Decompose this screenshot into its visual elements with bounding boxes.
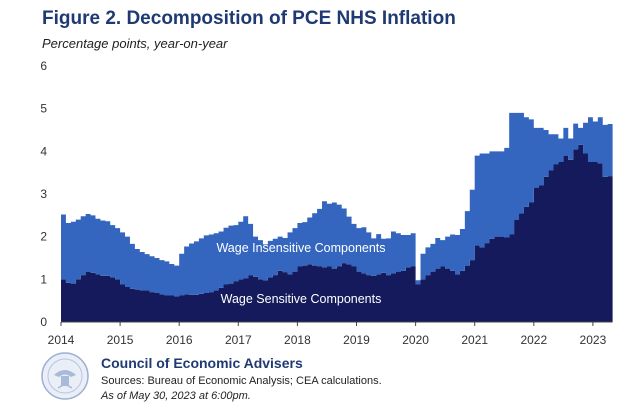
y-tick-label: 2	[40, 230, 47, 244]
chart-title: Figure 2. Decomposition of PCE NHS Infla…	[42, 8, 456, 29]
y-tick-label: 4	[40, 144, 47, 158]
x-tick-label: 2020	[402, 333, 429, 347]
wage-sensitive-label: Wage Sensitive Components	[221, 292, 382, 306]
wage-insensitive-area	[61, 112, 613, 297]
wage-insensitive-label: Wage Insensitive Components	[216, 241, 385, 255]
wage-sensitive-area	[61, 144, 613, 322]
x-tick-label: 2014	[48, 333, 75, 347]
x-tick-label: 2021	[461, 333, 488, 347]
x-tick-label: 2023	[580, 333, 607, 347]
x-tick-label: 2019	[343, 333, 370, 347]
footer-as-of: As of May 30, 2023 at 6:00pm.	[101, 390, 251, 402]
y-tick-label: 1	[40, 272, 47, 286]
footer-sources: Sources: Bureau of Economic Analysis; CE…	[101, 375, 382, 387]
y-axis: 0 1 2 3 4 5 6	[40, 59, 47, 329]
x-tick-label: 2015	[107, 333, 134, 347]
footer-organization: Council of Economic Advisers	[101, 355, 303, 371]
y-tick-label: 5	[40, 102, 47, 116]
x-tick-label: 2018	[284, 333, 311, 347]
x-tick-label: 2022	[520, 333, 547, 347]
cea-seal-icon	[41, 352, 89, 400]
y-tick-label: 3	[40, 187, 47, 201]
x-tick-label: 2016	[166, 333, 193, 347]
stacked-areas	[61, 112, 613, 322]
y-tick-label: 6	[40, 59, 47, 73]
x-tick-label: 2017	[225, 333, 252, 347]
y-tick-label: 0	[40, 315, 47, 329]
chart-subtitle: Percentage points, year-on-year	[42, 36, 228, 51]
x-axis: 2014 2015 2016 2017 2018 2019 2020 2021 2022 2023	[48, 322, 607, 347]
